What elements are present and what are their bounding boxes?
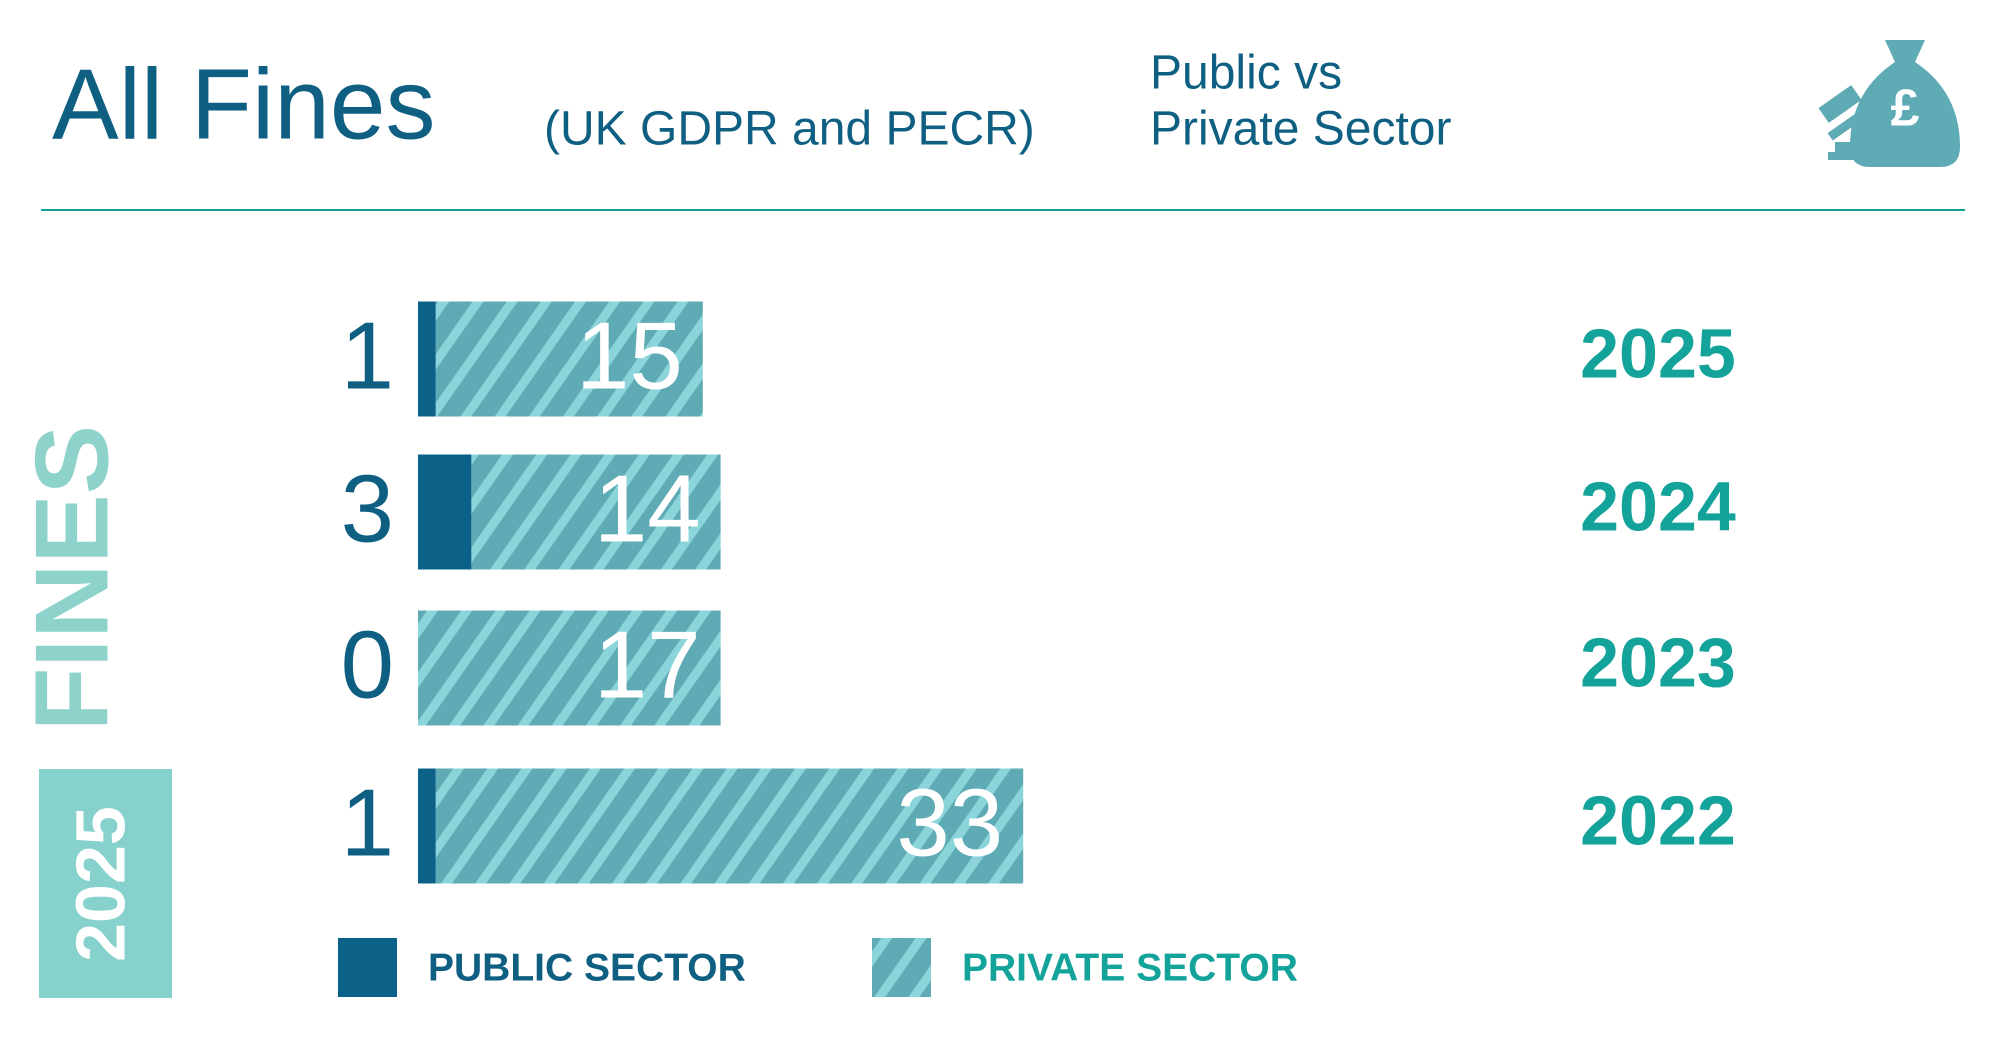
category-label: 2024: [1580, 467, 1736, 545]
legend-swatch: [872, 938, 931, 997]
data-label: 14: [594, 455, 701, 562]
bar: [435, 301, 703, 417]
category-label: 2022: [1580, 781, 1736, 859]
data-label: 3: [341, 455, 394, 562]
data-label: 1: [341, 769, 394, 876]
bar: [471, 454, 721, 570]
bar: [418, 768, 436, 884]
data-label: 0: [341, 611, 394, 718]
data-label: 33: [896, 769, 1003, 876]
chart-title: All Fines: [52, 48, 435, 160]
svg-text:£: £: [1891, 80, 1920, 138]
legend-label: PRIVATE SECTOR: [962, 946, 1298, 989]
data-label: 17: [594, 611, 701, 718]
legend-swatch: [338, 938, 397, 997]
legend-label: PUBLIC SECTOR: [428, 946, 746, 989]
bar: [418, 301, 436, 417]
badge: 2025: [61, 806, 139, 962]
money-bag-icon: £: [1818, 40, 1960, 167]
badge-box: [39, 769, 172, 998]
bar: [435, 768, 1024, 884]
heading-right: Public vs: [1150, 47, 1342, 100]
category-label: 2023: [1580, 623, 1736, 701]
data-label: 15: [576, 302, 683, 409]
vertical-label: FINES: [14, 425, 130, 731]
bar: [418, 454, 472, 570]
bar: [418, 610, 721, 726]
heading-right: Private Sector: [1150, 103, 1451, 156]
data-label: 1: [341, 302, 394, 409]
chart-subtitle: (UK GDPR and PECR): [544, 103, 1035, 156]
category-label: 2025: [1580, 314, 1736, 392]
